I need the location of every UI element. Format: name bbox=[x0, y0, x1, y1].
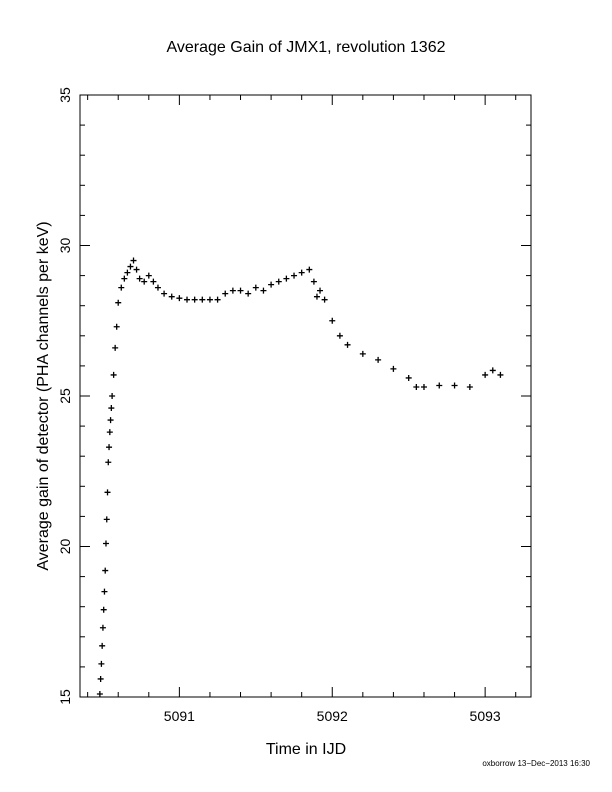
data-point bbox=[222, 290, 229, 297]
data-point bbox=[106, 429, 113, 436]
data-point bbox=[104, 489, 111, 496]
data-point bbox=[107, 417, 114, 424]
data-point bbox=[102, 540, 109, 547]
data-point bbox=[176, 295, 183, 302]
data-point bbox=[97, 675, 104, 682]
data-point bbox=[133, 266, 140, 273]
data-point bbox=[99, 624, 106, 631]
data-point bbox=[184, 296, 191, 303]
data-point bbox=[260, 287, 267, 294]
data-point bbox=[214, 296, 221, 303]
data-point bbox=[110, 371, 117, 378]
data-point bbox=[413, 383, 420, 390]
x-tick-label: 5093 bbox=[470, 708, 501, 724]
data-point bbox=[252, 284, 259, 291]
data-point bbox=[124, 269, 131, 276]
data-point bbox=[482, 371, 489, 378]
data-points bbox=[96, 257, 504, 697]
x-tick-label: 5091 bbox=[164, 708, 195, 724]
data-point bbox=[127, 263, 134, 270]
axis-ticks: 5091 5092 5093 15 20 25 30 35 bbox=[57, 87, 531, 724]
data-point bbox=[161, 290, 168, 297]
data-point bbox=[344, 341, 351, 348]
y-tick-label: 15 bbox=[57, 689, 73, 705]
data-point bbox=[168, 293, 175, 300]
data-point bbox=[229, 287, 236, 294]
data-point bbox=[113, 323, 120, 330]
data-point bbox=[420, 383, 427, 390]
x-axis-label: Time in IJD bbox=[266, 741, 346, 758]
data-point bbox=[130, 257, 137, 264]
data-point bbox=[206, 296, 213, 303]
data-point bbox=[466, 383, 473, 390]
data-point bbox=[101, 588, 108, 595]
data-point bbox=[245, 290, 252, 297]
data-point bbox=[436, 382, 443, 389]
y-tick-label: 35 bbox=[57, 87, 73, 103]
data-point bbox=[375, 356, 382, 363]
data-point bbox=[108, 405, 115, 412]
data-point bbox=[359, 350, 366, 357]
data-point bbox=[497, 371, 504, 378]
data-point bbox=[150, 278, 157, 285]
y-tick-label: 25 bbox=[57, 388, 73, 404]
data-point bbox=[298, 269, 305, 276]
data-point bbox=[98, 660, 105, 667]
data-point bbox=[115, 299, 122, 306]
data-point bbox=[199, 296, 206, 303]
data-point bbox=[109, 393, 116, 399]
data-point bbox=[96, 690, 103, 697]
data-point bbox=[317, 287, 324, 294]
y-tick-label: 20 bbox=[57, 539, 73, 555]
data-point bbox=[191, 296, 198, 303]
x-tick-label: 5092 bbox=[317, 708, 348, 724]
data-point bbox=[306, 266, 313, 273]
data-point bbox=[100, 606, 107, 613]
data-point bbox=[106, 444, 113, 451]
data-point bbox=[141, 278, 148, 285]
data-point bbox=[336, 332, 343, 339]
plot-frame bbox=[79, 94, 532, 698]
data-point bbox=[121, 275, 128, 282]
data-point bbox=[268, 281, 275, 288]
data-point bbox=[310, 278, 317, 285]
data-point bbox=[112, 344, 119, 351]
data-point bbox=[99, 642, 106, 649]
data-point bbox=[136, 275, 143, 282]
y-axis-label: Average gain of detector (PHA channels p… bbox=[35, 221, 52, 570]
data-point bbox=[103, 516, 110, 523]
footer-credit: oxborrow 13−Dec−2013 16:30 bbox=[482, 759, 590, 768]
data-point bbox=[291, 272, 298, 279]
chart-title: Average Gain of JMX1, revolution 1362 bbox=[167, 39, 446, 56]
data-point bbox=[390, 365, 397, 372]
data-point bbox=[405, 374, 412, 381]
data-point bbox=[489, 367, 496, 374]
data-point bbox=[275, 278, 282, 285]
y-tick-label: 30 bbox=[57, 238, 73, 254]
data-point bbox=[237, 287, 244, 294]
data-point bbox=[451, 382, 458, 389]
data-point bbox=[105, 459, 112, 466]
data-point bbox=[313, 293, 320, 300]
data-point bbox=[118, 284, 125, 291]
data-point bbox=[102, 567, 109, 574]
data-point bbox=[329, 317, 336, 324]
data-point bbox=[321, 296, 328, 303]
data-point bbox=[283, 275, 290, 282]
data-point bbox=[154, 284, 161, 291]
data-point bbox=[145, 272, 152, 279]
